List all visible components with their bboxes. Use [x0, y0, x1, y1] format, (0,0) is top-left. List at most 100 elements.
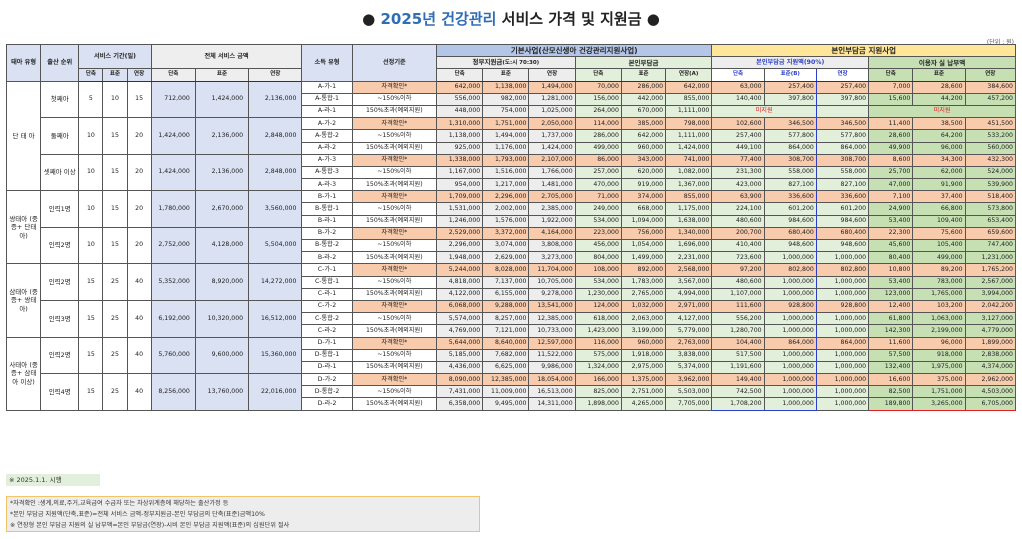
table-row: D-라-1 150%초과(예외지원) 4,436,000 6,625,000 9,986…: [7, 360, 1017, 375]
total-amount-cell: 1,780,000: [150, 190, 196, 228]
user-payment-cell: 12,400: [868, 299, 914, 314]
self-pay-cell: 223,000: [574, 226, 622, 241]
support-amount-cell: 346,500: [815, 117, 870, 131]
criteria-cell: 자격확인*: [351, 80, 438, 94]
self-pay-cell: 3,567,000: [665, 275, 713, 289]
birth-order-cell: 인력1명: [40, 190, 80, 228]
self-pay-cell: 534,000: [574, 214, 622, 228]
footnotes-box: *자격확인 :생계,의료,주거,교육급여 수급자 또는 차상위계층에 해당하는 …: [6, 496, 480, 532]
support-amount-cell: 423,000: [711, 178, 765, 192]
gov-subsidy-cell: 6,625,000: [482, 360, 530, 375]
gov-subsidy-cell: 9,986,000: [528, 360, 576, 375]
table-row: A-통합-3 ~150%이하 1,167,000 1,516,000 1,766,000…: [7, 165, 1017, 180]
support-amount-cell: 802,800: [763, 263, 817, 277]
header-period-0: 단축: [78, 68, 104, 82]
period-days-cell: 10: [78, 226, 104, 265]
support-amount-cell: 397,800: [763, 92, 817, 106]
self-pay-cell: 741,000: [665, 153, 713, 167]
support-amount-cell: 1,107,000: [711, 287, 765, 301]
gov-subsidy-cell: 3,808,000: [528, 238, 576, 253]
support-amount-cell: 480,600: [711, 214, 765, 228]
gov-subsidy-cell: 754,000: [482, 104, 530, 119]
gov-subsidy-cell: 3,074,000: [482, 238, 530, 253]
user-payment-cell: 109,400: [912, 214, 966, 228]
user-payment-cell: 10,800: [868, 263, 914, 277]
user-payment-cell: 96,000: [912, 141, 966, 155]
user-payment-cell: 3,994,000: [964, 287, 1017, 301]
support-amount-cell: 200,700: [711, 226, 765, 241]
self-pay-cell: 442,000: [620, 92, 667, 106]
support-amount-cell: 723,600: [711, 251, 765, 265]
user-payment-cell: 432,300: [964, 153, 1017, 167]
user-payment-cell: 61,800: [868, 312, 914, 326]
user-payment-cell: 38,500: [912, 117, 966, 131]
income-type-code: A-가-3: [301, 153, 353, 167]
header-pay-1: 표준: [912, 68, 966, 82]
birth-order-cell: 인력2명: [40, 336, 80, 375]
criteria-cell: 150%초과(예외지원): [351, 287, 438, 301]
birth-order-cell: 인력4명: [40, 373, 80, 411]
self-pay-cell: 257,000: [574, 165, 622, 180]
self-pay-cell: 5,503,000: [665, 385, 713, 399]
support-amount-cell: 397,800: [815, 92, 870, 106]
table-row: B-통합-2 ~150%이하 2,296,000 3,074,000 3,808,000…: [7, 238, 1017, 253]
header-type: 태아 유형: [5, 44, 42, 82]
gov-subsidy-cell: 1,481,000: [528, 178, 576, 192]
gov-subsidy-cell: 12,385,000: [482, 373, 530, 387]
header-period-1: 표준: [102, 68, 128, 82]
self-pay-cell: 2,063,000: [620, 312, 667, 326]
support-amount-cell: 984,600: [763, 214, 817, 228]
header-total-2: 연장: [248, 68, 303, 82]
header-self-pay: 본인부담금: [574, 56, 713, 70]
support-amount-cell: 1,000,000: [815, 397, 870, 411]
gov-subsidy-cell: 8,028,000: [482, 263, 530, 277]
self-pay-cell: 825,000: [574, 385, 622, 399]
table-row: D-라-2 150%초과(예외지원) 6,358,000 9,495,000 14,31…: [7, 397, 1017, 411]
user-payment-cell: 123,000: [868, 287, 914, 301]
user-payment-cell: 89,200: [912, 263, 966, 277]
self-pay-cell: 4,127,000: [665, 312, 713, 326]
header-gov-1: 표준: [482, 68, 530, 82]
user-payment-cell: 189,800: [868, 397, 914, 411]
gov-subsidy-cell: 2,529,000: [436, 226, 484, 241]
title-rest: 서비스 가격 및 지원금: [496, 10, 642, 28]
total-amount-cell: 5,760,000: [150, 336, 196, 375]
user-payment-cell: 1,899,000: [964, 336, 1017, 350]
criteria-cell: ~150%이하: [351, 92, 438, 106]
user-payment-cell: 653,400: [964, 214, 1017, 228]
user-payment-cell: 62,000: [912, 165, 966, 180]
income-type-code: B-통합-2: [301, 238, 353, 253]
support-amount-cell: 984,600: [815, 214, 870, 228]
total-amount-cell: 4,128,000: [194, 226, 250, 265]
period-days-cell: 10: [78, 190, 104, 228]
self-pay-cell: 3,199,000: [620, 324, 667, 338]
support-empty-cell: [815, 104, 870, 119]
support-amount-cell: 77,400: [711, 153, 765, 167]
criteria-cell: 150%초과(예외지원): [351, 324, 438, 338]
self-pay-cell: 1,783,000: [620, 275, 667, 289]
gov-subsidy-cell: 1,709,000: [436, 190, 484, 204]
self-pay-cell: 116,000: [574, 336, 622, 350]
gov-subsidy-cell: 3,372,000: [482, 226, 530, 241]
criteria-cell: 150%초과(예외지원): [351, 104, 438, 119]
support-amount-cell: 1,000,000: [815, 385, 870, 399]
income-type-code: C-가-1: [301, 263, 353, 277]
gov-subsidy-cell: 1,138,000: [436, 129, 484, 143]
gov-subsidy-cell: 9,288,000: [482, 299, 530, 314]
period-days-cell: 15: [102, 226, 128, 265]
user-payment-cell: 533,200: [964, 129, 1017, 143]
self-pay-cell: 2,763,000: [665, 336, 713, 350]
self-pay-cell: 620,000: [620, 165, 667, 180]
table-row: C-라-2 150%초과(예외지원) 4,769,000 7,121,000 10,73…: [7, 324, 1017, 338]
support-amount-cell: 1,000,000: [815, 360, 870, 375]
support-amount-cell: 680,400: [815, 226, 870, 241]
total-amount-cell: 5,504,000: [248, 226, 303, 265]
self-pay-cell: 1,499,000: [620, 251, 667, 265]
user-payment-cell: 384,600: [964, 80, 1017, 94]
support-amount-cell: 63,900: [711, 190, 765, 204]
self-pay-cell: 642,000: [665, 80, 713, 94]
self-pay-cell: 1,898,000: [574, 397, 622, 411]
header-gov-subsidy: 정부지원금(도:시 70:30): [436, 56, 576, 70]
total-amount-cell: 8,920,000: [194, 263, 250, 301]
support-amount-cell: 1,000,000: [763, 287, 817, 301]
